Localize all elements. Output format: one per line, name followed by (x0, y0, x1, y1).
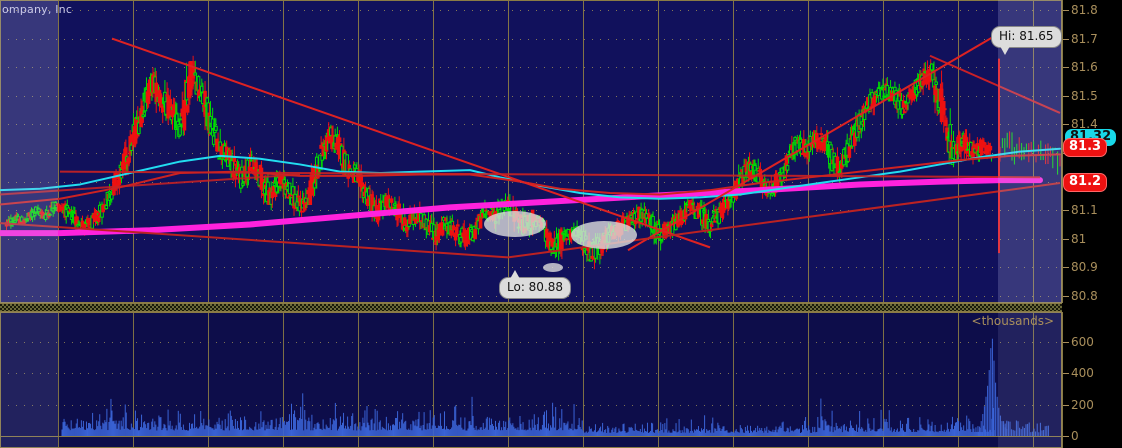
volume-axis-label: 400 (1071, 366, 1094, 380)
callout-tail (510, 270, 520, 279)
high-price-text: Hi: 81.65 (999, 29, 1054, 43)
price-axis-label: 81.6 (1071, 60, 1098, 74)
price-axis-tick (1063, 210, 1069, 211)
volume-axis-label: 600 (1071, 335, 1094, 349)
price-axis-tick (1063, 267, 1069, 268)
volume-bar-series (61, 338, 1049, 436)
price-axis-label: 81 (1071, 232, 1087, 246)
price-axis-tick (1063, 10, 1069, 11)
volume-axis-tick (1063, 373, 1069, 374)
volume-chart-panel[interactable]: <thousands> (0, 312, 1062, 448)
prev-price-tag[interactable]: 81.2 (1063, 173, 1108, 192)
panel-divider-top (0, 303, 1062, 312)
price-axis-tick (1063, 39, 1069, 40)
high-price-callout: Hi: 81.65 (991, 26, 1062, 55)
low-price-callout: Lo: 80.88 (499, 270, 572, 299)
price-axis-label: 81.1 (1071, 203, 1098, 217)
price-axis-label: 80.9 (1071, 260, 1098, 274)
price-axis-tick (1063, 239, 1069, 240)
volume-axis-label: 200 (1071, 398, 1094, 412)
price-axis-label: 81.7 (1071, 32, 1098, 46)
volume-session-shade-left (0, 312, 58, 448)
volume-axis-label: 0 (1071, 429, 1079, 443)
volume-session-shade-right (998, 312, 1062, 448)
callout-tail (1000, 46, 1010, 55)
volume-axis-tick (1063, 405, 1069, 406)
volume-units-label: <thousands> (971, 314, 1054, 328)
price-axis-label: 81.8 (1071, 3, 1098, 17)
price-axis-label: 81.4 (1071, 117, 1098, 131)
price-axis-tick (1063, 67, 1069, 68)
price-axis-label: 80.8 (1071, 289, 1098, 303)
price-axis-tick (1063, 124, 1069, 125)
volume-axis-tick (1063, 342, 1069, 343)
price-axis-tick (1063, 296, 1069, 297)
low-price-text: Lo: 80.88 (507, 280, 564, 294)
price-plot-area[interactable] (0, 0, 1062, 303)
price-axis-tick (1063, 96, 1069, 97)
price-axis-label: 81.5 (1071, 89, 1098, 103)
price-chart-panel[interactable]: ompany, Inc (0, 0, 1062, 303)
volume-axis[interactable]: 600 400 200 0 (1062, 312, 1122, 448)
chart-title: ompany, Inc (2, 3, 73, 16)
indicator-overlays (0, 29, 1061, 259)
volume-axis-tick (1063, 436, 1069, 437)
last-price-tag[interactable]: 81.3 (1063, 138, 1108, 157)
